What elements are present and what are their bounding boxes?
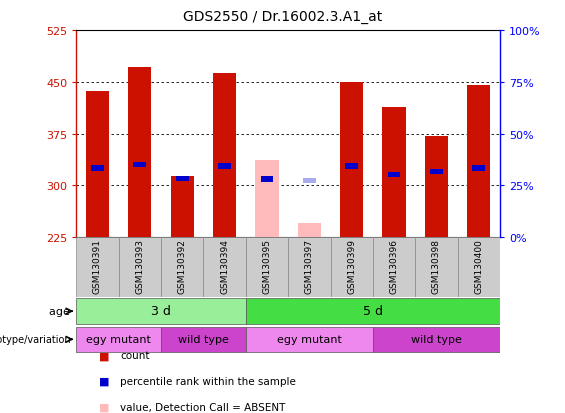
Bar bbox=[260, 177, 273, 183]
Text: wild type: wild type bbox=[178, 334, 229, 344]
Bar bbox=[246, 237, 288, 297]
Bar bbox=[388, 172, 401, 178]
Bar bbox=[425, 137, 448, 237]
Text: count: count bbox=[120, 351, 150, 361]
Bar bbox=[76, 299, 246, 324]
Bar bbox=[76, 327, 161, 352]
Text: GSM130398: GSM130398 bbox=[432, 239, 441, 294]
Text: egy mutant: egy mutant bbox=[277, 334, 342, 344]
Bar bbox=[91, 166, 104, 171]
Text: age: age bbox=[49, 306, 73, 316]
Bar bbox=[373, 327, 500, 352]
Bar bbox=[128, 67, 151, 237]
Text: GSM130393: GSM130393 bbox=[136, 239, 144, 294]
Bar bbox=[218, 164, 231, 169]
Bar bbox=[246, 299, 500, 324]
Bar bbox=[383, 108, 406, 237]
Text: wild type: wild type bbox=[411, 334, 462, 344]
Text: GSM130396: GSM130396 bbox=[390, 239, 398, 294]
Bar bbox=[288, 237, 331, 297]
Bar bbox=[303, 178, 316, 184]
Bar bbox=[161, 237, 203, 297]
Text: ■: ■ bbox=[99, 351, 110, 361]
Text: GSM130395: GSM130395 bbox=[263, 239, 271, 294]
Bar bbox=[373, 237, 415, 297]
Bar bbox=[203, 237, 246, 297]
Bar bbox=[345, 164, 358, 169]
Text: GSM130397: GSM130397 bbox=[305, 239, 314, 294]
Text: GSM130392: GSM130392 bbox=[178, 239, 186, 294]
Bar bbox=[76, 237, 119, 297]
Bar bbox=[298, 224, 321, 237]
Bar bbox=[171, 177, 194, 237]
Bar bbox=[119, 237, 161, 297]
Bar bbox=[467, 85, 490, 237]
Text: egy mutant: egy mutant bbox=[86, 334, 151, 344]
Text: 3 d: 3 d bbox=[151, 304, 171, 317]
Bar bbox=[86, 92, 109, 237]
Bar bbox=[246, 327, 373, 352]
Bar bbox=[430, 169, 443, 175]
Bar bbox=[331, 237, 373, 297]
Text: GSM130400: GSM130400 bbox=[475, 239, 483, 294]
Bar bbox=[458, 237, 500, 297]
Text: value, Detection Call = ABSENT: value, Detection Call = ABSENT bbox=[120, 402, 286, 412]
Text: GDS2550 / Dr.16002.3.A1_at: GDS2550 / Dr.16002.3.A1_at bbox=[183, 10, 382, 24]
Text: percentile rank within the sample: percentile rank within the sample bbox=[120, 376, 296, 386]
Bar bbox=[176, 176, 189, 182]
Text: ■: ■ bbox=[99, 376, 110, 386]
Text: GSM130391: GSM130391 bbox=[93, 239, 102, 294]
Text: genotype/variation: genotype/variation bbox=[0, 335, 73, 344]
Text: 5 d: 5 d bbox=[363, 304, 383, 317]
Bar bbox=[415, 237, 458, 297]
Bar bbox=[255, 160, 279, 237]
Bar bbox=[340, 83, 363, 237]
Bar bbox=[472, 166, 485, 171]
Bar bbox=[161, 327, 246, 352]
Text: ■: ■ bbox=[99, 402, 110, 412]
Text: GSM130399: GSM130399 bbox=[347, 239, 356, 294]
Text: GSM130394: GSM130394 bbox=[220, 239, 229, 294]
Bar bbox=[213, 74, 236, 237]
Bar bbox=[133, 162, 146, 168]
